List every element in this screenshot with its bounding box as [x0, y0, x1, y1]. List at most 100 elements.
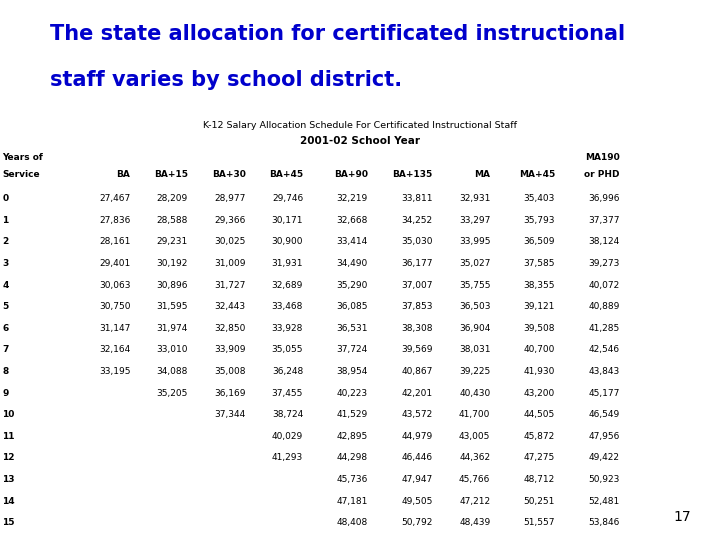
Text: 38,031: 38,031 [459, 346, 490, 354]
Text: 27,836: 27,836 [99, 216, 130, 225]
Text: 29,231: 29,231 [157, 238, 188, 246]
Text: 36,248: 36,248 [272, 367, 303, 376]
Text: 42,546: 42,546 [589, 346, 620, 354]
Text: 2001-02 School Year: 2001-02 School Year [300, 136, 420, 146]
Text: 0: 0 [2, 194, 9, 203]
Text: 36,169: 36,169 [214, 389, 246, 397]
Text: 30,063: 30,063 [99, 281, 130, 289]
Text: 37,455: 37,455 [271, 389, 303, 397]
Text: 35,055: 35,055 [271, 346, 303, 354]
Text: 28,977: 28,977 [214, 194, 246, 203]
Text: 39,508: 39,508 [523, 324, 555, 333]
Text: 33,928: 33,928 [271, 324, 303, 333]
Text: 50,923: 50,923 [588, 475, 620, 484]
Text: 11: 11 [2, 432, 14, 441]
Text: 36,509: 36,509 [523, 238, 555, 246]
Text: 17: 17 [674, 510, 691, 524]
Text: 35,008: 35,008 [214, 367, 246, 376]
Text: 37,585: 37,585 [523, 259, 555, 268]
Text: 28,209: 28,209 [157, 194, 188, 203]
Text: 35,027: 35,027 [459, 259, 490, 268]
Text: 4: 4 [2, 281, 9, 289]
Text: 33,297: 33,297 [459, 216, 490, 225]
Text: 52,481: 52,481 [589, 497, 620, 505]
Text: 47,212: 47,212 [459, 497, 490, 505]
Text: 28,588: 28,588 [156, 216, 188, 225]
Text: 49,505: 49,505 [401, 497, 433, 505]
Text: 37,007: 37,007 [401, 281, 433, 289]
Text: 50,792: 50,792 [401, 518, 433, 527]
Text: 47,275: 47,275 [524, 454, 555, 462]
Text: 45,736: 45,736 [336, 475, 368, 484]
Text: 38,954: 38,954 [336, 367, 368, 376]
Text: 36,503: 36,503 [459, 302, 490, 311]
Text: 6: 6 [2, 324, 9, 333]
Text: 5: 5 [2, 302, 9, 311]
Text: 33,010: 33,010 [156, 346, 188, 354]
Text: Years of: Years of [2, 153, 43, 163]
Text: 48,712: 48,712 [524, 475, 555, 484]
Text: Service: Service [2, 170, 40, 179]
Text: 47,956: 47,956 [588, 432, 620, 441]
Text: 31,974: 31,974 [156, 324, 188, 333]
Text: staff varies by school district.: staff varies by school district. [50, 70, 402, 90]
Text: 31,727: 31,727 [214, 281, 246, 289]
Text: 43,200: 43,200 [524, 389, 555, 397]
Text: 2: 2 [2, 238, 9, 246]
Text: 37,377: 37,377 [588, 216, 620, 225]
Text: 31,931: 31,931 [271, 259, 303, 268]
Text: 47,181: 47,181 [336, 497, 368, 505]
Text: BA+15: BA+15 [154, 170, 188, 179]
Text: BA+90: BA+90 [334, 170, 368, 179]
Text: 34,490: 34,490 [337, 259, 368, 268]
Text: 44,505: 44,505 [524, 410, 555, 419]
Text: 49,422: 49,422 [589, 454, 620, 462]
Text: BA+45: BA+45 [269, 170, 303, 179]
Text: 53,846: 53,846 [588, 518, 620, 527]
Text: 45,872: 45,872 [524, 432, 555, 441]
Text: 40,889: 40,889 [588, 302, 620, 311]
Text: 32,689: 32,689 [271, 281, 303, 289]
Text: 39,121: 39,121 [523, 302, 555, 311]
Text: 33,811: 33,811 [401, 194, 433, 203]
Text: 43,572: 43,572 [402, 410, 433, 419]
Text: 32,931: 32,931 [459, 194, 490, 203]
Text: 35,793: 35,793 [523, 216, 555, 225]
Text: 35,290: 35,290 [336, 281, 368, 289]
Text: 8: 8 [2, 367, 9, 376]
Text: 35,403: 35,403 [523, 194, 555, 203]
Text: 1: 1 [2, 216, 9, 225]
Text: 34,088: 34,088 [156, 367, 188, 376]
Text: 48,439: 48,439 [459, 518, 490, 527]
Text: 42,201: 42,201 [402, 389, 433, 397]
Text: 40,700: 40,700 [523, 346, 555, 354]
Text: 50,251: 50,251 [523, 497, 555, 505]
Text: 51,557: 51,557 [523, 518, 555, 527]
Text: 39,225: 39,225 [459, 367, 490, 376]
Text: 32,668: 32,668 [336, 216, 368, 225]
Text: 41,293: 41,293 [272, 454, 303, 462]
Text: 14: 14 [2, 497, 15, 505]
Text: K-12 Salary Allocation Schedule For Certificated Instructional Staff: K-12 Salary Allocation Schedule For Cert… [203, 122, 517, 131]
Text: 32,219: 32,219 [337, 194, 368, 203]
Text: 29,366: 29,366 [214, 216, 246, 225]
Text: 38,124: 38,124 [589, 238, 620, 246]
Text: 33,468: 33,468 [271, 302, 303, 311]
Text: 46,446: 46,446 [402, 454, 433, 462]
Text: MA: MA [474, 170, 490, 179]
Text: 42,895: 42,895 [337, 432, 368, 441]
Text: 35,755: 35,755 [459, 281, 490, 289]
Text: 44,979: 44,979 [402, 432, 433, 441]
Text: 40,072: 40,072 [589, 281, 620, 289]
Text: The state allocation for certificated instructional: The state allocation for certificated in… [50, 24, 626, 44]
Text: or PHD: or PHD [585, 170, 620, 179]
Text: 30,750: 30,750 [99, 302, 130, 311]
Text: 29,401: 29,401 [99, 259, 130, 268]
Text: 41,930: 41,930 [523, 367, 555, 376]
Text: 34,252: 34,252 [402, 216, 433, 225]
Text: 32,164: 32,164 [99, 346, 130, 354]
Text: 40,223: 40,223 [337, 389, 368, 397]
Text: 40,867: 40,867 [401, 367, 433, 376]
Text: 41,700: 41,700 [459, 410, 490, 419]
Text: 38,724: 38,724 [272, 410, 303, 419]
